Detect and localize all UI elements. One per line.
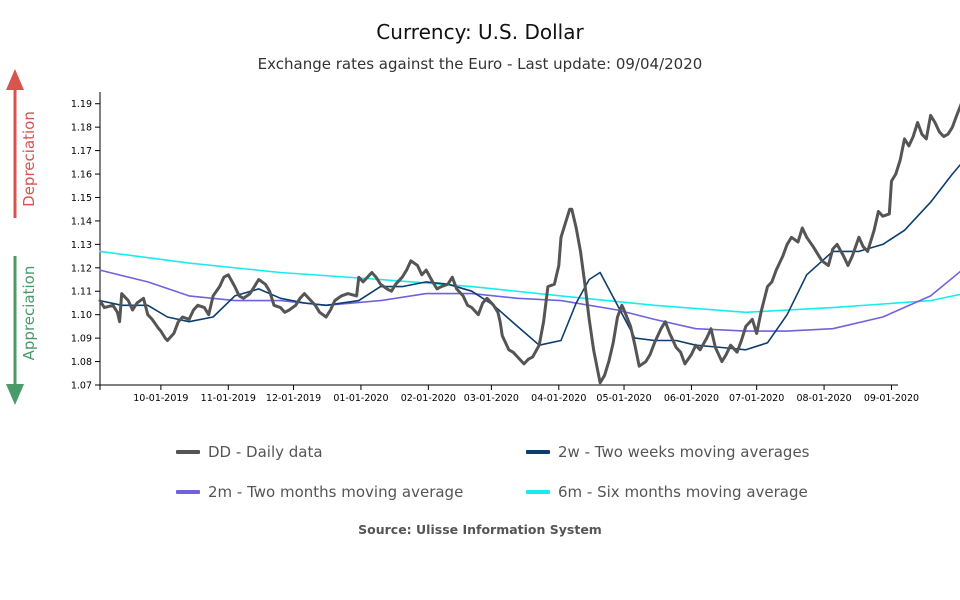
series-line-daily (98, 103, 960, 385)
source-note: Source: Ulisse Information System (358, 522, 602, 537)
y-tick-label: 1.15 (71, 193, 92, 204)
legend-item-two-months[interactable]: 2m - Two months moving average (176, 483, 463, 501)
legend-label-daily: DD - Daily data (208, 443, 323, 461)
y-tick-label: 1.09 (71, 334, 92, 345)
legend-item-daily[interactable]: DD - Daily data (176, 443, 323, 461)
depreciation-label: Depreciation (20, 111, 38, 207)
series-line-two-months (99, 269, 960, 332)
legend-label-two-months: 2m - Two months moving average (208, 483, 464, 501)
y-tick-label: 1.07 (71, 381, 92, 392)
y-tick-label: 1.14 (71, 216, 92, 227)
appreciation-label: Appreciation (20, 265, 38, 361)
y-tick-label: 1.12 (71, 263, 92, 274)
x-tick-label: 08-01-2020 (796, 393, 851, 404)
legend-swatch-two-months (176, 490, 200, 494)
legend-item-two-weeks[interactable]: 2w - Two weeks moving averages (526, 443, 810, 461)
legend-swatch-daily (176, 450, 200, 454)
legend-item-six-months[interactable]: 6m - Six months moving average (526, 483, 808, 501)
y-tick-label: 1.13 (71, 240, 92, 251)
legend-label-two-weeks: 2w - Two weeks moving averages (558, 443, 810, 461)
chart-subtitle: Exchange rates against the Euro - Last u… (257, 55, 703, 73)
chart-title: Currency: U.S. Dollar (376, 20, 584, 44)
depreciation-arrow-head (6, 69, 24, 90)
x-tick-label: 11-01-2019 (201, 393, 256, 404)
y-tick-label: 1.16 (71, 170, 92, 181)
x-tick-label: 06-01-2020 (664, 393, 719, 404)
x-tick-label: 03-01-2020 (464, 393, 519, 404)
y-tick-label: 1.18 (71, 123, 92, 134)
x-tick-label: 04-01-2020 (531, 393, 586, 404)
x-tick-label: 01-01-2020 (333, 393, 388, 404)
appreciation-arrow-head (6, 384, 24, 405)
legend-label-six-months: 6m - Six months moving average (558, 483, 808, 501)
y-tick-label: 1.08 (71, 357, 92, 368)
legend-swatch-six-months (526, 490, 550, 494)
series-line-two-weeks (99, 163, 960, 351)
x-tick-label: 07-01-2020 (729, 393, 784, 404)
y-tick-label: 1.11 (71, 287, 92, 298)
legend-swatch-two-weeks (526, 450, 550, 454)
x-tick-label: 02-01-2020 (401, 393, 456, 404)
series-line-six-months (99, 250, 960, 314)
x-tick-label: 05-01-2020 (596, 393, 651, 404)
y-tick-label: 1.17 (71, 146, 92, 157)
y-tick-label: 1.10 (71, 310, 92, 321)
x-tick-label: 10-01-2019 (133, 393, 188, 404)
x-tick-label: 09-01-2020 (864, 393, 919, 404)
y-tick-label: 1.19 (71, 99, 92, 110)
x-tick-label: 12-01-2019 (266, 393, 321, 404)
